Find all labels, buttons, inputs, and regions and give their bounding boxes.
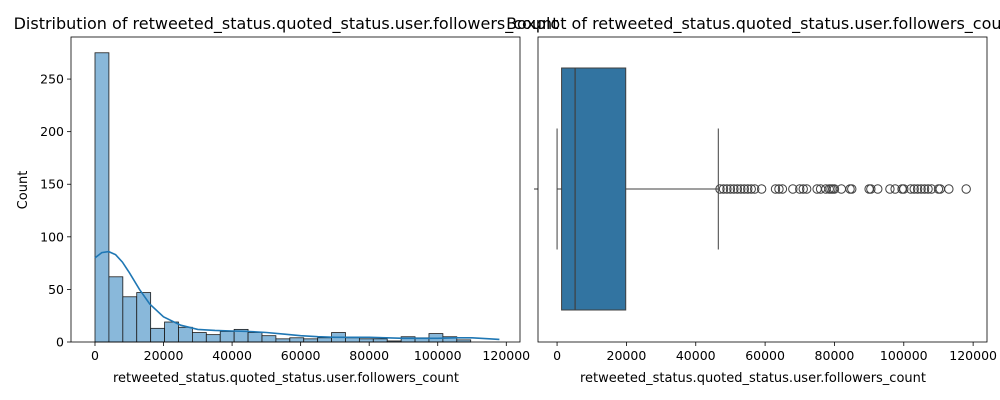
histogram-x-ticks: 0 20000 40000 60000 80000 100000 120000	[91, 342, 530, 363]
histogram-bar	[247, 332, 263, 343]
x-tick-label: 40000	[212, 348, 252, 363]
x-tick-label: 100000	[414, 348, 462, 363]
histogram-bar	[317, 337, 332, 343]
x-tick-label: 20000	[607, 348, 647, 363]
iqr-box	[561, 67, 627, 311]
outlier-point	[749, 184, 760, 194]
outlier-point	[725, 184, 736, 194]
histogram-bar	[275, 338, 291, 343]
histogram-bar	[303, 338, 319, 343]
x-tick-label: 100000	[880, 348, 928, 363]
histogram-bar	[345, 337, 360, 343]
y-tick-label: 100	[40, 229, 64, 244]
x-tick-label: 120000	[482, 348, 530, 363]
kde-line	[94, 250, 500, 341]
histogram-bar	[358, 338, 374, 343]
boxplot-x-label: retweeted_status.quoted_status.user.foll…	[580, 371, 926, 386]
x-tick-label: 0	[553, 348, 561, 363]
outlier-point	[732, 184, 743, 194]
histogram-bars	[94, 52, 472, 343]
outlier-point	[777, 184, 788, 194]
outlier-point	[743, 184, 753, 194]
x-tick-label: 80000	[815, 348, 855, 363]
histogram-bar	[178, 326, 193, 343]
histogram-bar	[136, 292, 152, 343]
boxplot-marks	[534, 67, 971, 311]
outlier-point	[899, 184, 909, 194]
histogram-y-ticks: 0 50 100 150 200 250	[40, 72, 71, 350]
histogram-bar	[205, 334, 221, 343]
histogram-y-label: Count	[16, 171, 31, 210]
outlier-point	[729, 184, 739, 194]
outlier-point	[885, 184, 895, 194]
boxplot-x-ticks: 0 20000 40000 60000 80000 100000 120000	[553, 342, 997, 363]
outlier-point	[795, 184, 805, 194]
histogram-frame	[70, 36, 521, 343]
outlier-point	[774, 184, 784, 194]
histogram-bar	[219, 331, 235, 343]
outlier-point	[919, 184, 930, 194]
histogram-bar	[261, 335, 277, 343]
x-tick-label: 60000	[281, 348, 321, 363]
histogram-bar	[108, 276, 124, 343]
outlier-point	[944, 184, 954, 194]
y-tick-label: 0	[56, 335, 64, 350]
outlier-point	[739, 184, 749, 194]
outlier-point	[802, 184, 812, 194]
outlier-point	[866, 184, 876, 194]
histogram-panel: 0 20000 40000 60000 80000 100000 120000 0 50 100…	[14, 14, 559, 386]
x-tick-label: 60000	[745, 348, 785, 363]
y-tick-label: 200	[40, 124, 64, 139]
outlier-point	[798, 184, 808, 194]
histogram-bar	[122, 296, 138, 343]
y-tick-label: 50	[48, 282, 64, 297]
outlier-point	[916, 184, 926, 194]
y-tick-label: 250	[40, 72, 64, 87]
outlier-point	[756, 184, 767, 194]
x-tick-label: 80000	[349, 348, 389, 363]
boxplot-frame	[537, 36, 988, 343]
outlier-point	[746, 184, 756, 194]
outlier-point	[906, 184, 916, 194]
outlier-point	[718, 184, 729, 194]
histogram-bar	[192, 332, 207, 343]
histogram-bar	[164, 321, 179, 343]
outlier-point	[847, 184, 857, 194]
y-tick-label: 150	[40, 177, 64, 192]
outlier-point	[736, 184, 746, 194]
outlier-point	[912, 184, 923, 194]
outlier-point	[770, 184, 781, 194]
boxplot-title: Boxplot of retweeted_status.quoted_statu…	[506, 14, 1000, 34]
outlier-point	[715, 184, 725, 194]
histogram-bar	[289, 337, 305, 343]
histogram-bar	[372, 338, 388, 343]
outlier-point	[722, 184, 732, 194]
x-tick-label: 120000	[949, 348, 997, 363]
x-tick-label: 0	[91, 348, 99, 363]
boxplot-panel: 0 20000 40000 60000 80000 100000 120000 Boxplo…	[506, 14, 1000, 386]
histogram-x-label: retweeted_status.quoted_status.user.foll…	[113, 371, 459, 386]
outlier-point	[788, 184, 798, 194]
histogram-title: Distribution of retweeted_status.quoted_…	[14, 14, 559, 34]
outlier-point	[961, 184, 971, 194]
histogram-bar	[150, 327, 165, 343]
x-tick-label: 20000	[144, 348, 184, 363]
outlier-point	[829, 184, 840, 194]
histogram-bar	[94, 52, 110, 343]
outlier-point	[873, 184, 883, 194]
outlier-point	[923, 184, 933, 194]
outlier-point	[909, 184, 919, 194]
x-tick-label: 40000	[676, 348, 716, 363]
